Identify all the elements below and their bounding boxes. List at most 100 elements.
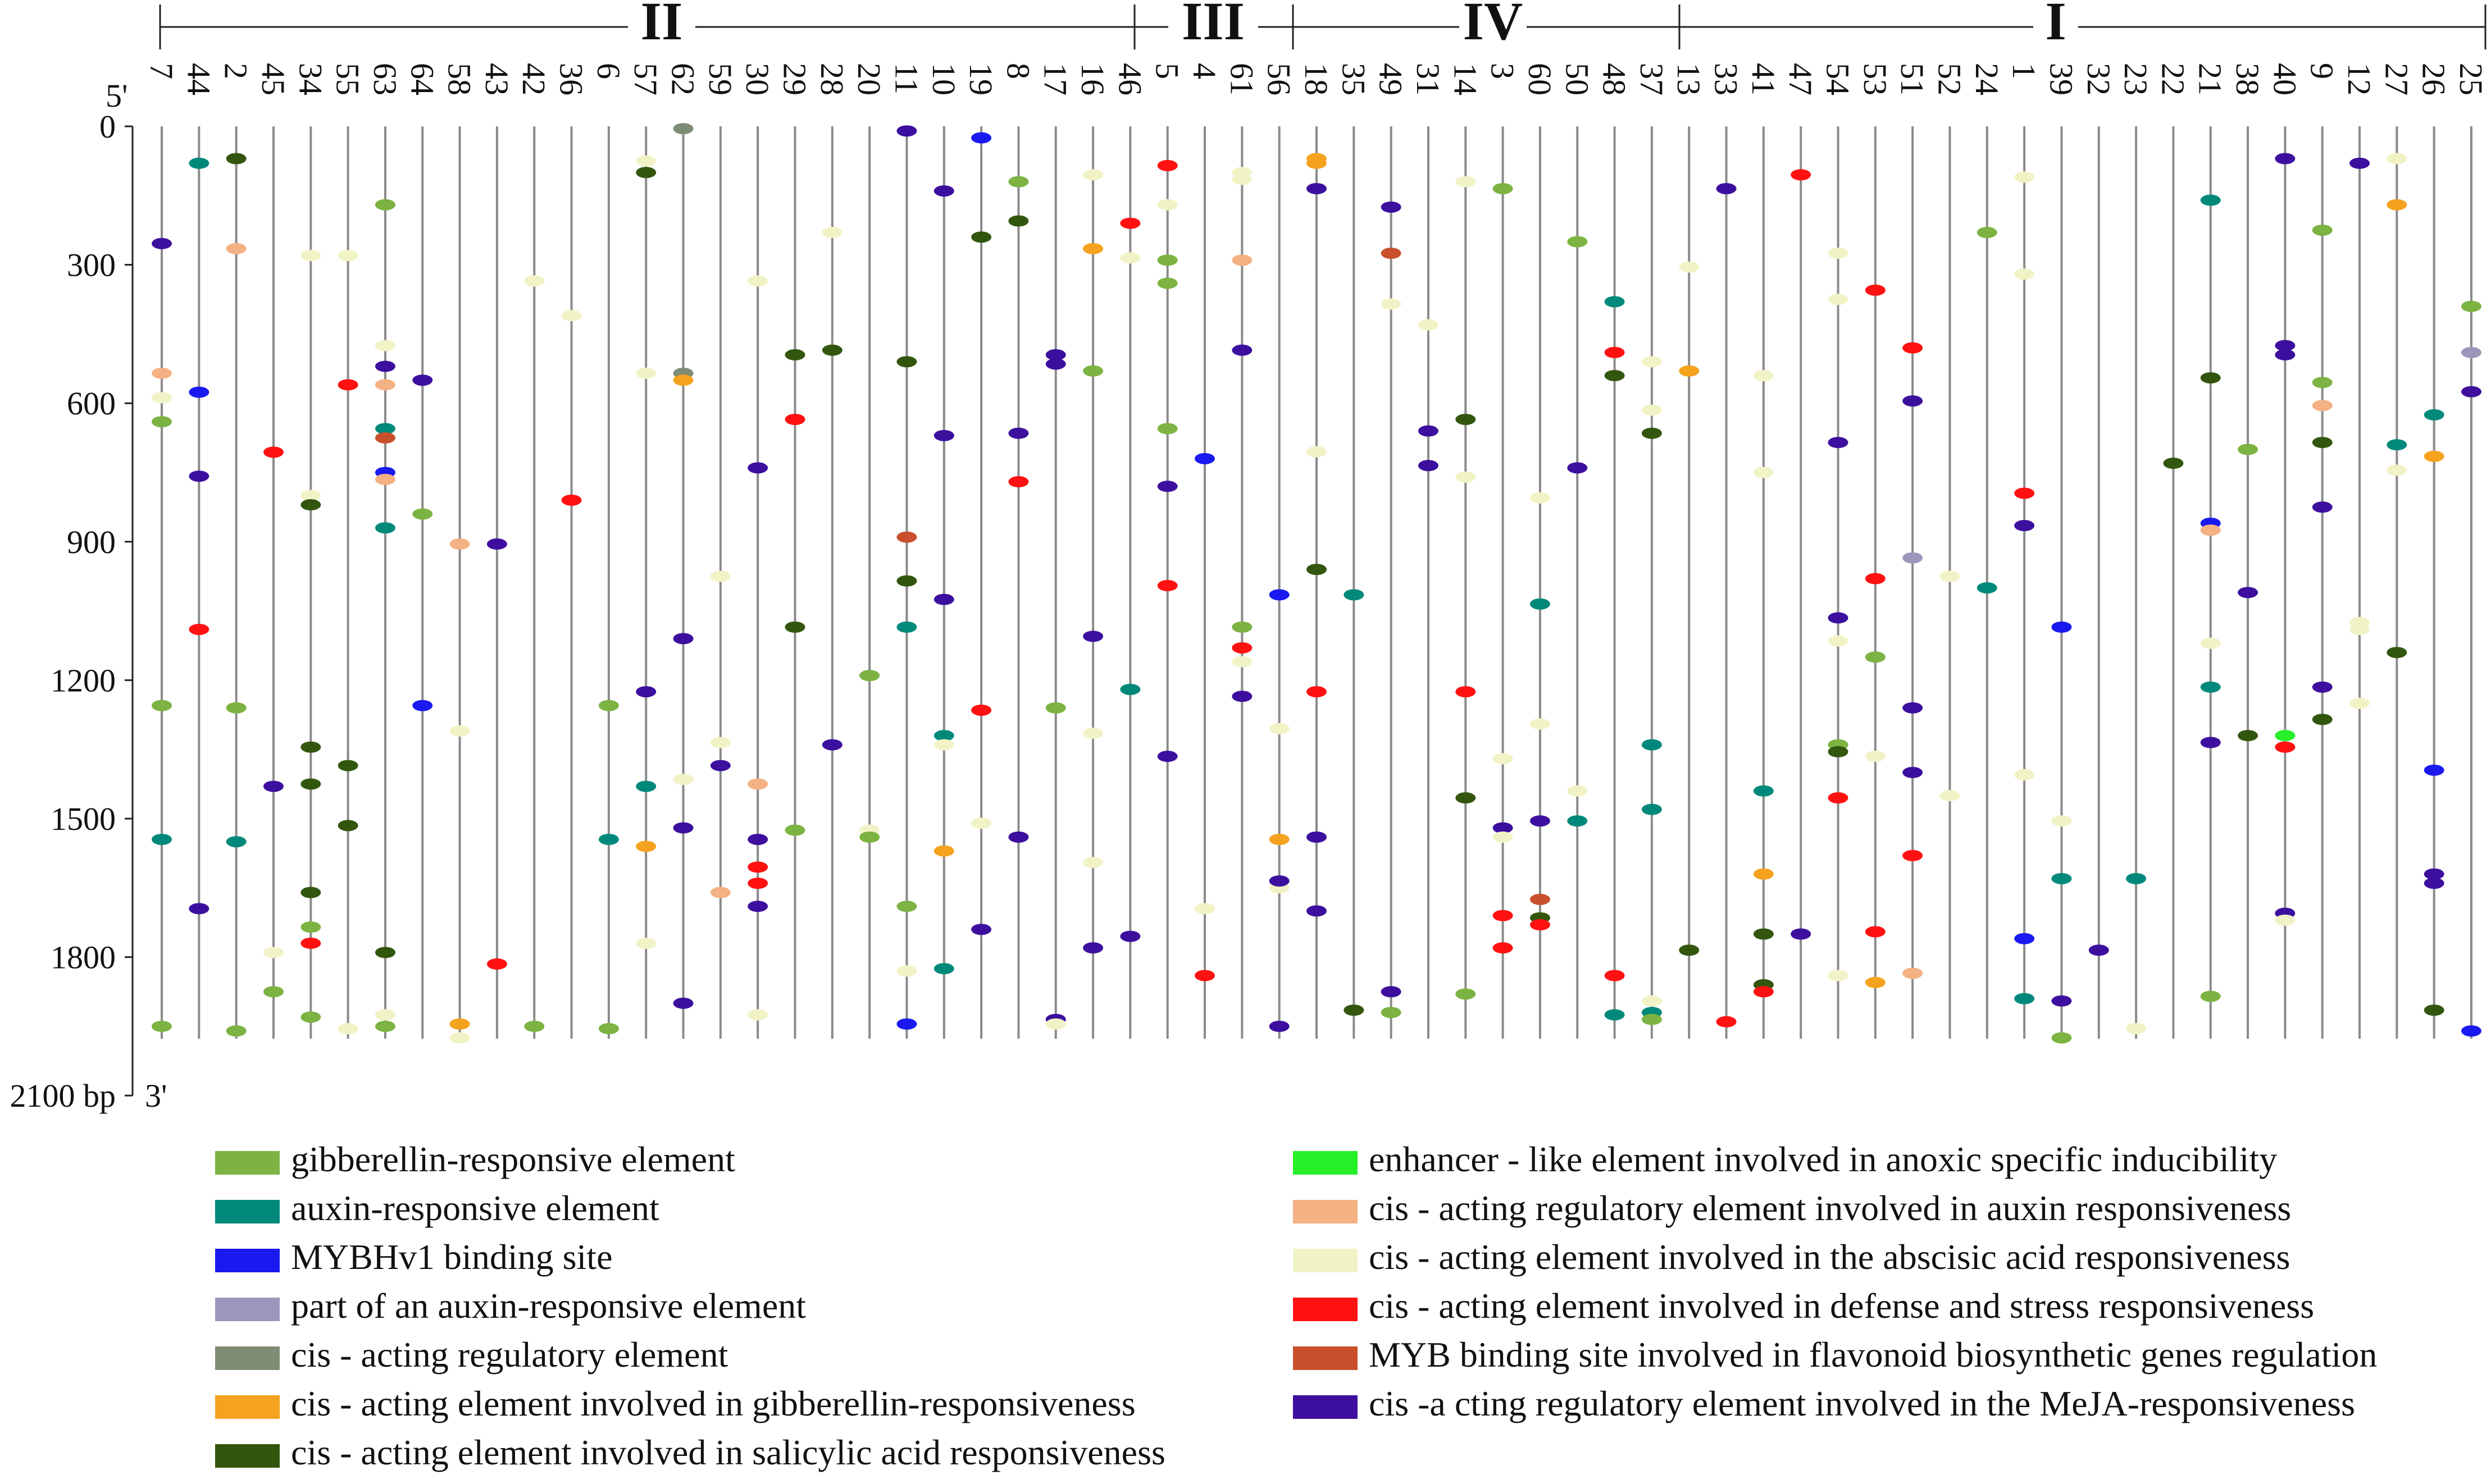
cis-element-mark [1828,635,1848,647]
cis-element-mark [859,831,880,843]
legend-label: part of an auxin-responsive element [291,1286,806,1326]
cis-element-mark [300,741,321,753]
cis-element-mark [1008,215,1029,227]
cis-element-mark [2424,1004,2444,1016]
cis-element-mark [449,1032,470,1044]
cis-element-mark [896,1018,917,1030]
cis-element-mark [1455,471,1476,483]
gene-label: 31 [1410,63,1446,95]
cis-element-mark [1679,944,1700,956]
cis-element-mark [1529,598,1550,610]
gene-label: 13 [1670,63,1707,95]
axis-tick-label: 1500 [51,801,116,837]
cis-element-mark [1269,1020,1290,1032]
cis-element-mark [1455,413,1476,425]
gene-label: 20 [851,63,887,95]
cis-element-mark [673,774,694,786]
cis-element-mark [2088,944,2109,956]
cis-element-mark [1157,199,1178,211]
cis-element-mark [1157,254,1178,266]
cis-element-mark [2014,171,2035,183]
cis-element-mark [1455,686,1476,697]
cis-element-mark [1306,157,1327,169]
gene-label: 56 [1261,63,1297,95]
cis-element-mark [1492,182,1513,194]
cis-element-mark [1791,169,1811,181]
axis-tick-label: 0 [99,108,116,145]
cis-element-mark [2312,400,2333,412]
cis-element-mark [2014,933,2035,944]
cis-element-mark [1269,589,1290,601]
cis-element-mark [1083,631,1104,642]
cis-element-mark [636,780,657,792]
legend-swatch [215,1249,280,1272]
cis-element-mark [1232,344,1253,356]
cis-element-mark [896,575,917,587]
cis-element-mark [2424,764,2444,776]
cis-element-mark [1902,395,1923,407]
cis-element-mark [2014,520,2035,532]
cis-element-mark [152,700,172,711]
legend-swatch [1293,1249,1358,1272]
cis-element-mark [971,132,992,144]
cis-element-mark [226,153,247,165]
cis-element-mark [1232,254,1253,266]
cis-element-mark [1008,476,1029,487]
cis-element-mark [189,623,210,635]
cis-element-mark [748,861,768,873]
cis-element-mark [673,633,694,645]
gene-label: 38 [2229,63,2266,95]
cis-element-mark [300,921,321,933]
cis-element-mark [710,887,731,898]
cis-element-mark [375,1009,395,1021]
cis-element-mark [226,243,247,254]
group-label: II [641,0,683,51]
cis-element-mark [2126,1023,2147,1035]
cis-element-mark [1865,751,1886,762]
cis-element-mark [1344,589,1364,601]
cis-element-mark [375,423,395,435]
cis-element-mark [189,471,210,482]
cis-element-mark [1157,579,1178,591]
cis-element-mark [822,739,843,751]
cis-element-mark [1083,727,1104,739]
legend-swatch [1293,1151,1358,1175]
cis-element-mark [859,670,880,682]
cis-element-mark [1828,437,1848,449]
cis-element-mark [412,700,433,711]
cis-element-mark [486,538,507,550]
cis-element-mark [1120,217,1141,229]
gene-label: 1 [2006,63,2042,79]
legend-label: gibberellin-responsive element [291,1139,735,1179]
cis-element-mark [2200,737,2221,748]
cis-element-mark [636,155,657,167]
cis-element-mark [1381,201,1401,213]
cis-element-mark [300,887,321,898]
cis-element-mark [1977,582,1997,593]
cis-element-mark [1753,369,1774,381]
legend-label: cis - acting regulatory element [291,1335,728,1375]
gene-label: 48 [1596,63,1633,95]
cis-element-mark [2051,621,2072,633]
cis-element-mark [1977,227,1997,239]
cis-element-mark [2014,993,2035,1004]
cis-element-mark [338,760,358,771]
cis-element-mark [1157,277,1178,289]
cis-element-mark [1567,236,1588,248]
cis-element-mark [1567,462,1588,474]
cis-element-mark [2349,157,2370,169]
cis-element-mark [1269,875,1290,887]
cis-element-mark [2238,730,2258,742]
gene-lines [161,126,2472,1039]
cis-element-mark [1381,1007,1401,1019]
cis-element-mark [896,356,917,368]
cis-element-mark [1306,564,1327,576]
legend-swatch [215,1346,280,1370]
gene-label: 61 [1223,63,1260,95]
cis-element-mark [598,833,619,845]
cis-element-mark [896,901,917,912]
cis-element-mark [598,700,619,711]
gene-label: 51 [1894,63,1930,95]
legend-label: auxin-responsive element [291,1188,659,1228]
cis-element-mark [1455,792,1476,804]
